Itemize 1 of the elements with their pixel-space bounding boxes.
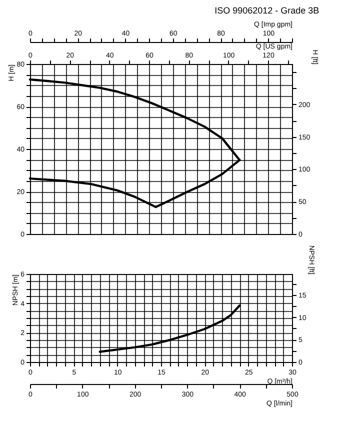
chart-title: ISO 99062012 - Grade 3B: [214, 6, 320, 16]
